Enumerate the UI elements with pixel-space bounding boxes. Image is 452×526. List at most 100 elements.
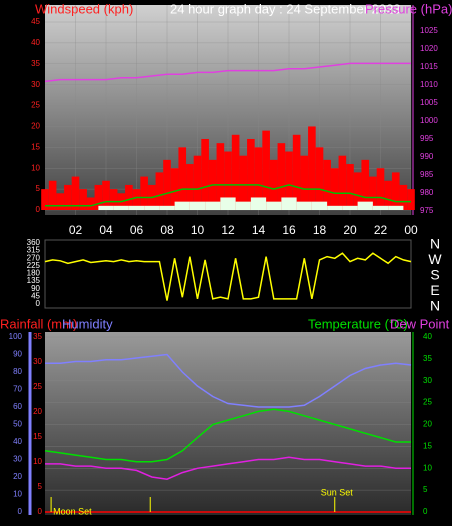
compass-label: N	[430, 236, 440, 252]
series-line	[45, 456, 411, 480]
y-tick-label: 25	[31, 101, 40, 110]
y-tick-label: 40	[423, 332, 432, 341]
bar	[109, 189, 118, 210]
y-tick-label: 225	[27, 261, 41, 270]
y-tick-label: 90	[13, 350, 22, 359]
series-line	[45, 184, 411, 207]
y-tick-label: 35	[423, 354, 432, 363]
y-tick-label: 980	[420, 188, 434, 197]
chart-title: 24 hour graph day : 24 September 2023	[170, 1, 401, 16]
bar	[361, 159, 370, 210]
bar	[300, 155, 309, 210]
y-tick-label: 0	[38, 507, 43, 516]
y-tick-label: 360	[27, 238, 41, 247]
y-tick-label: 20	[33, 407, 42, 416]
y-tick-label: 995	[420, 134, 434, 143]
bar	[128, 205, 145, 210]
event-label: Sun Set	[321, 487, 354, 497]
bar	[407, 189, 415, 210]
pressure-label: Pressure (hPa)	[365, 1, 452, 16]
compass-label: N	[430, 298, 440, 314]
bar	[41, 189, 49, 210]
y-tick-label: 1015	[420, 62, 438, 71]
temp-plot-area	[45, 332, 411, 515]
bar	[94, 184, 103, 210]
dewpoint-label: Dew Point	[390, 316, 450, 331]
y-tick-label: 40	[31, 38, 40, 47]
y-tick-label: 0	[18, 507, 23, 516]
bar	[174, 201, 190, 210]
bar	[311, 201, 328, 210]
y-tick-label: 30	[423, 376, 432, 385]
event-label: Moon Set	[53, 506, 92, 516]
x-tick-label: 18	[313, 223, 327, 237]
y-tick-label: 0	[36, 205, 41, 214]
y-tick-label: 30	[33, 357, 42, 366]
y-tick-label: 10	[31, 163, 40, 172]
y-tick-label: 15	[33, 432, 42, 441]
y-tick-label: 180	[27, 269, 41, 278]
bar	[262, 130, 270, 210]
y-tick-label: 20	[423, 420, 432, 429]
series-line	[44, 62, 411, 83]
x-tick-label: 00	[404, 223, 418, 237]
bar	[224, 151, 232, 210]
bar	[102, 180, 110, 210]
x-tick-label: 10	[191, 223, 205, 237]
y-tick-label: 10	[13, 490, 22, 499]
x-tick-label: 02	[69, 223, 83, 237]
bar	[254, 147, 263, 210]
x-tick-label: 22	[374, 223, 388, 237]
bar	[48, 180, 57, 210]
bar	[113, 205, 129, 210]
bar	[372, 205, 389, 210]
x-tick-label: 04	[99, 223, 113, 237]
bar	[266, 201, 282, 210]
bar	[281, 197, 297, 210]
compass-label: S	[430, 267, 439, 283]
bar	[86, 197, 95, 210]
bar	[216, 143, 225, 210]
y-tick-label: 270	[27, 253, 41, 262]
bar	[250, 197, 267, 210]
y-tick-label: 15	[31, 142, 40, 151]
y-tick-label: 10	[33, 457, 42, 466]
bar	[292, 134, 301, 210]
bar	[269, 159, 278, 210]
bar	[296, 201, 312, 210]
bar	[178, 147, 187, 210]
bar	[220, 197, 236, 210]
bar	[186, 164, 194, 210]
bar	[64, 184, 72, 210]
bar	[391, 172, 400, 210]
x-tick-label: 06	[130, 223, 144, 237]
bar	[308, 126, 316, 210]
bar	[71, 176, 80, 210]
y-tick-label: 30	[13, 455, 22, 464]
y-tick-label: 15	[423, 441, 432, 450]
y-tick-label: 5	[423, 485, 428, 494]
compass-label: W	[428, 251, 442, 267]
y-tick-label: 0	[36, 299, 41, 308]
series-line	[45, 353, 412, 408]
bar	[56, 193, 65, 210]
bar	[144, 205, 160, 210]
y-tick-label: 985	[420, 170, 434, 179]
bar	[327, 205, 343, 210]
y-tick-label: 0	[423, 507, 428, 516]
y-tick-label: 45	[31, 17, 40, 26]
y-tick-label: 1020	[420, 44, 438, 53]
y-tick-label: 1025	[420, 26, 438, 35]
rain-label: Rainfall (mm)	[0, 316, 77, 331]
y-tick-label: 1010	[420, 80, 438, 89]
y-tick-label: 20	[13, 472, 22, 481]
bar	[193, 155, 202, 210]
bar	[170, 168, 179, 210]
temperature-label: Temperature (°C)	[308, 316, 408, 331]
bar	[330, 168, 339, 210]
bar	[132, 189, 141, 210]
y-tick-label: 60	[13, 402, 22, 411]
y-tick-label: 90	[31, 284, 40, 293]
y-tick-label: 35	[31, 59, 40, 68]
y-tick-label: 1000	[420, 116, 438, 125]
